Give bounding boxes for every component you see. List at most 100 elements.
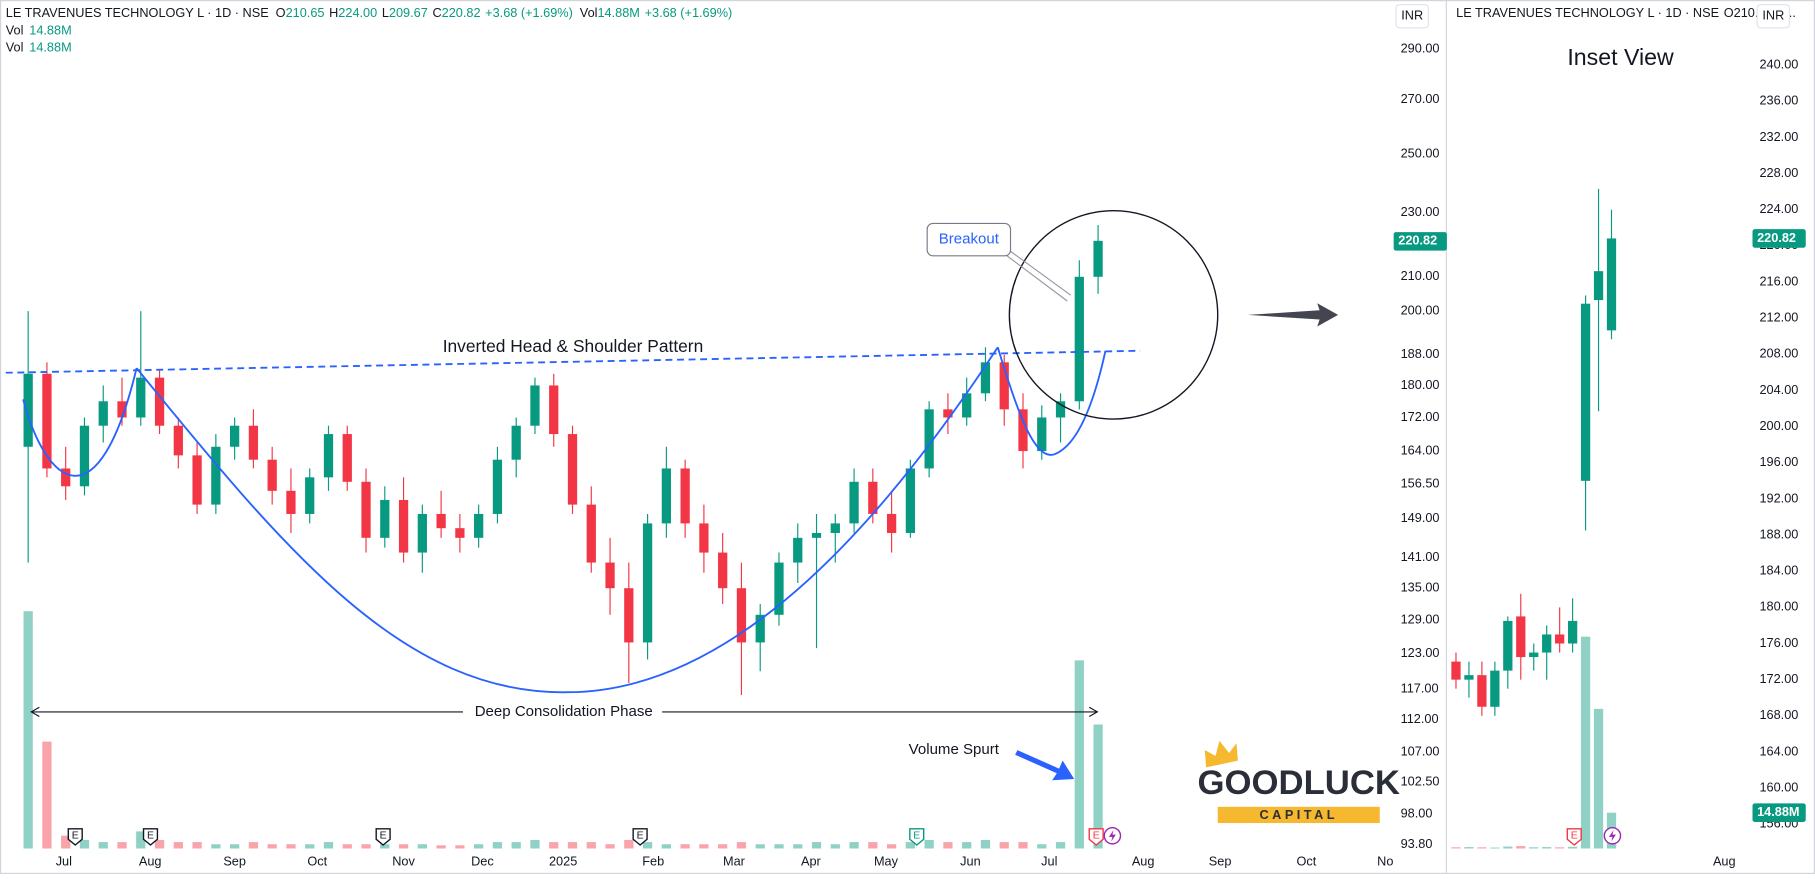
candle-body	[718, 552, 728, 589]
breakout-label: Breakout	[939, 231, 1000, 248]
candle-body	[1074, 276, 1084, 402]
y-tick-label: 164.00	[1401, 442, 1440, 457]
y-tick-label: 149.00	[1401, 510, 1440, 525]
currency-box	[1756, 4, 1791, 29]
x-tick-label: Feb	[642, 854, 664, 869]
last-volume-badge	[1752, 803, 1806, 822]
volume-bar	[323, 842, 334, 849]
x-tick-label: Dec	[471, 854, 494, 869]
x-tick-label: Mar	[723, 854, 746, 869]
candle-body	[924, 409, 934, 469]
candle-body	[680, 468, 690, 524]
y-tick-label: 156.50	[1401, 475, 1440, 490]
candle-body	[642, 523, 653, 643]
volume-bar	[511, 842, 521, 849]
candle-body	[830, 523, 840, 533]
candle-body	[511, 425, 521, 460]
y-tick-label: 232.00	[1759, 129, 1798, 144]
volume-bar	[793, 844, 803, 849]
volume-bar	[154, 839, 165, 849]
volume-bar	[192, 842, 202, 849]
candle-body	[417, 513, 427, 553]
y-tick-label: 160.00	[1759, 779, 1798, 794]
inset-title: Inset View	[1567, 44, 1674, 70]
volume-bar	[417, 844, 427, 849]
main-pane: 290.00 270.00 250.00 230.00 210.00 200.00 188.…	[23, 41, 1447, 869]
volume-bar	[962, 842, 972, 849]
earnings-badge	[632, 828, 648, 846]
c-label: C	[432, 5, 441, 20]
volume-bar	[1074, 660, 1084, 849]
volume-bar	[1555, 847, 1565, 849]
candle-body	[1542, 634, 1552, 653]
vol-row: Vol 14.88M	[6, 40, 72, 55]
y-tick-label: 236.00	[1759, 93, 1798, 108]
y-tick-label: 102.50	[1401, 774, 1440, 789]
candle-body	[661, 468, 671, 524]
y-tick-label: 180.00	[1759, 599, 1798, 614]
logo-tagline: CAPITAL	[1260, 807, 1338, 822]
volume-bar	[774, 844, 784, 849]
volume-bar	[605, 844, 615, 849]
x-tick-label: Aug	[1132, 854, 1155, 869]
candle-body	[42, 373, 52, 469]
volume-spurt-label: Volume Spurt	[909, 741, 1000, 758]
candle-body	[962, 393, 972, 418]
dividend-bolt	[1608, 829, 1616, 842]
x-tick-label: Oct	[307, 854, 327, 869]
candle-body	[605, 562, 615, 589]
x-tick-label: 2025	[549, 854, 577, 869]
l-value: 209.67	[389, 5, 428, 20]
y-tick-label: 107.00	[1401, 743, 1440, 758]
x-tick-label: Apr	[801, 854, 822, 869]
volume-bar	[830, 844, 840, 849]
candle-body	[886, 513, 897, 533]
x-tick-label: No	[1377, 854, 1393, 869]
candle-body	[1503, 620, 1513, 671]
candle-body	[1451, 661, 1461, 680]
volume-bar	[230, 844, 240, 849]
logo-bar	[1217, 806, 1380, 824]
y-tick-label: 172.00	[1759, 671, 1798, 686]
y-tick-label: 117.00	[1401, 680, 1439, 695]
candle-body	[323, 434, 334, 478]
volume-bar	[1018, 842, 1028, 849]
volume-bar	[361, 844, 371, 849]
volume-bar	[980, 839, 991, 849]
volume-bar	[642, 842, 653, 849]
candle-body	[136, 377, 146, 418]
earnings-badge	[375, 828, 391, 846]
candle-body	[305, 477, 315, 514]
y-tick-label: 216.00	[1759, 273, 1798, 288]
volume-bar	[811, 842, 822, 849]
candle-body	[23, 373, 33, 447]
vol-row: Vol 14.88M	[6, 23, 72, 38]
candle-body	[1093, 240, 1103, 277]
vol-label: Vol	[580, 5, 598, 20]
candle-body	[811, 532, 822, 538]
callout-pointer	[1002, 244, 1072, 302]
candle-body	[211, 446, 221, 505]
candle-body	[474, 513, 484, 538]
callout-box	[926, 222, 1012, 257]
currency: INR	[1762, 8, 1784, 23]
inset-header: LE TRAVENUES TECHNOLOGY L · 1D · NSE O210…	[1456, 5, 1796, 20]
volume-bar	[530, 839, 540, 849]
volume-bar	[1542, 847, 1552, 849]
y-tick-label: 240.00	[1759, 56, 1798, 71]
y-tick-label: 112.00	[1401, 711, 1439, 726]
y-tick-label: 164.00	[1759, 743, 1798, 758]
volume-bar	[305, 844, 315, 849]
candle-body	[361, 481, 371, 538]
y-tick-label: 192.00	[1759, 490, 1798, 505]
volume-bar	[1037, 844, 1047, 849]
right-shoulder	[996, 347, 1107, 456]
candle-body	[98, 401, 108, 426]
volume-bar	[868, 842, 878, 849]
volume-bar	[1503, 846, 1513, 849]
candle-body	[267, 459, 277, 491]
candle-body	[1055, 401, 1066, 418]
